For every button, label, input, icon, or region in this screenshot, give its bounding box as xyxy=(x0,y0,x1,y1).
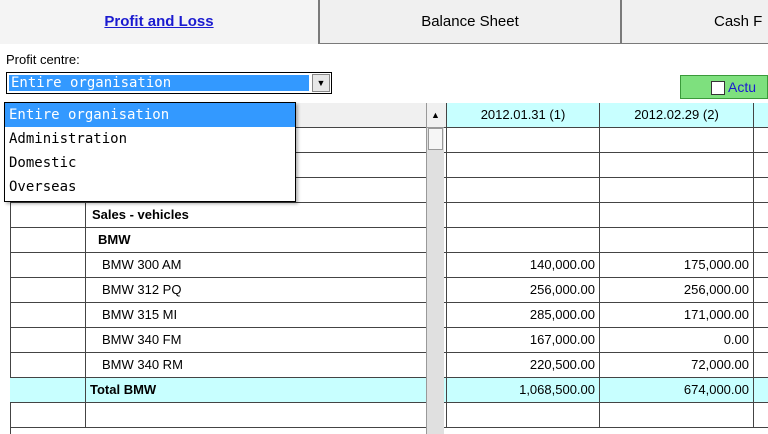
grid-header-row: 2012.01.31 (1) 2012.02.29 (2) xyxy=(10,103,768,128)
row-code-cell xyxy=(10,253,86,277)
tab-divider xyxy=(320,43,768,44)
table-row[interactable]: Total BMW 1,068,500.00 674,000.00 xyxy=(10,378,768,403)
row-code-cell xyxy=(10,303,86,327)
tab-balance-sheet[interactable]: Balance Sheet xyxy=(320,0,622,44)
dropdown-option-domestic[interactable]: Domestic xyxy=(9,155,77,171)
row-value-period-3[interactable] xyxy=(754,153,768,177)
profit-centre-label: Profit centre: xyxy=(6,52,80,67)
row-value-period-2[interactable] xyxy=(600,403,754,427)
row-value-period-3[interactable] xyxy=(754,278,768,302)
row-value-period-3[interactable] xyxy=(754,178,768,202)
row-value-period-3[interactable] xyxy=(754,228,768,252)
actual-checkbox[interactable] xyxy=(711,81,725,95)
table-row[interactable]: BMW 340 RM 220,500.00 72,000.00 xyxy=(10,353,768,378)
row-code-cell xyxy=(10,278,86,302)
row-code-cell xyxy=(10,353,86,377)
dropdown-option-overseas[interactable]: Overseas xyxy=(9,179,77,195)
row-value-period-1[interactable]: 285,000.00 xyxy=(446,303,600,327)
actual-toggle[interactable]: Actu xyxy=(680,75,768,99)
row-account-label: BMW 300 AM xyxy=(102,257,182,272)
row-value-period-2[interactable] xyxy=(600,178,754,202)
row-account-label: Total BMW xyxy=(90,382,157,397)
row-value-period-2[interactable] xyxy=(600,203,754,227)
row-account-label: BMW 340 FM xyxy=(102,332,182,347)
table-row[interactable]: BMW xyxy=(10,228,768,253)
row-value-period-3[interactable] xyxy=(754,203,768,227)
report-tabs: Profit and Loss Balance Sheet Cash F xyxy=(0,0,768,44)
row-value-period-3[interactable] xyxy=(754,303,768,327)
row-value-period-1[interactable] xyxy=(446,203,600,227)
row-value-period-1[interactable] xyxy=(446,178,600,202)
table-row[interactable]: BMW 300 AM 140,000.00 175,000.00 xyxy=(10,253,768,278)
row-code-cell xyxy=(10,203,86,227)
row-value-period-2[interactable] xyxy=(600,128,754,152)
row-code-cell xyxy=(10,403,86,427)
row-value-period-1[interactable] xyxy=(446,153,600,177)
column-header-period-3[interactable] xyxy=(754,103,768,127)
row-code-cell xyxy=(10,228,86,252)
scroll-up-arrow-icon[interactable]: ▲ xyxy=(427,103,444,128)
row-code-cell xyxy=(10,328,86,352)
profit-centre-selected-value: Entire organisation xyxy=(9,75,309,91)
column-header-period-2[interactable]: 2012.02.29 (2) xyxy=(600,103,754,127)
profit-centre-select[interactable]: Entire organisation ▼ xyxy=(6,72,332,94)
row-code-cell xyxy=(10,378,86,402)
row-value-period-2[interactable]: 175,000.00 xyxy=(600,253,754,277)
row-value-period-2[interactable]: 0.00 xyxy=(600,328,754,352)
report-grid: 2012.01.31 (1) 2012.02.29 (2) Sales - ve… xyxy=(8,103,768,434)
dropdown-option-entire-organisation[interactable]: Entire organisation xyxy=(5,103,295,127)
row-value-period-1[interactable]: 140,000.00 xyxy=(446,253,600,277)
row-value-period-3[interactable] xyxy=(754,378,768,402)
row-value-period-3[interactable] xyxy=(754,328,768,352)
row-account-label: BMW 340 RM xyxy=(102,357,183,372)
row-value-period-3[interactable] xyxy=(754,128,768,152)
row-value-period-1[interactable]: 220,500.00 xyxy=(446,353,600,377)
tab-cash-flow[interactable]: Cash F xyxy=(622,0,768,44)
row-value-period-2[interactable]: 256,000.00 xyxy=(600,278,754,302)
row-value-period-3[interactable] xyxy=(754,353,768,377)
row-account-label: BMW 315 MI xyxy=(102,307,178,322)
scroll-thumb[interactable] xyxy=(428,128,443,150)
vertical-scrollbar[interactable]: ▲ xyxy=(426,103,444,434)
table-row[interactable]: BMW 315 MI 285,000.00 171,000.00 xyxy=(10,303,768,328)
row-value-period-2[interactable]: 171,000.00 xyxy=(600,303,754,327)
actual-label: Actu xyxy=(728,79,757,95)
row-value-period-1[interactable] xyxy=(446,128,600,152)
grid-left-border xyxy=(10,103,11,434)
table-row[interactable]: Sales - vehicles xyxy=(10,203,768,228)
row-value-period-3[interactable] xyxy=(754,403,768,427)
row-value-period-1[interactable] xyxy=(446,403,600,427)
row-value-period-2[interactable]: 72,000.00 xyxy=(600,353,754,377)
row-value-period-1[interactable]: 1,068,500.00 xyxy=(446,378,600,402)
table-row[interactable] xyxy=(10,403,768,428)
dropdown-option-administration[interactable]: Administration xyxy=(9,131,128,147)
table-row[interactable]: BMW 312 PQ 256,000.00 256,000.00 xyxy=(10,278,768,303)
row-account-label: BMW 312 PQ xyxy=(102,282,182,297)
column-header-period-1[interactable]: 2012.01.31 (1) xyxy=(446,103,600,127)
row-value-period-2[interactable]: 674,000.00 xyxy=(600,378,754,402)
chevron-down-icon[interactable]: ▼ xyxy=(312,74,330,92)
row-value-period-3[interactable] xyxy=(754,253,768,277)
row-value-period-1[interactable] xyxy=(446,228,600,252)
profit-centre-dropdown-list: Entire organisation Administration Domes… xyxy=(4,102,296,202)
row-value-period-2[interactable] xyxy=(600,153,754,177)
row-account-label: Sales - vehicles xyxy=(92,207,189,222)
row-value-period-1[interactable]: 167,000.00 xyxy=(446,328,600,352)
row-value-period-2[interactable] xyxy=(600,228,754,252)
row-value-period-1[interactable]: 256,000.00 xyxy=(446,278,600,302)
tab-profit-and-loss[interactable]: Profit and Loss xyxy=(0,0,320,44)
table-row[interactable]: BMW 340 FM 167,000.00 0.00 xyxy=(10,328,768,353)
row-account-label: BMW xyxy=(98,232,131,247)
row-account-label xyxy=(86,403,420,427)
